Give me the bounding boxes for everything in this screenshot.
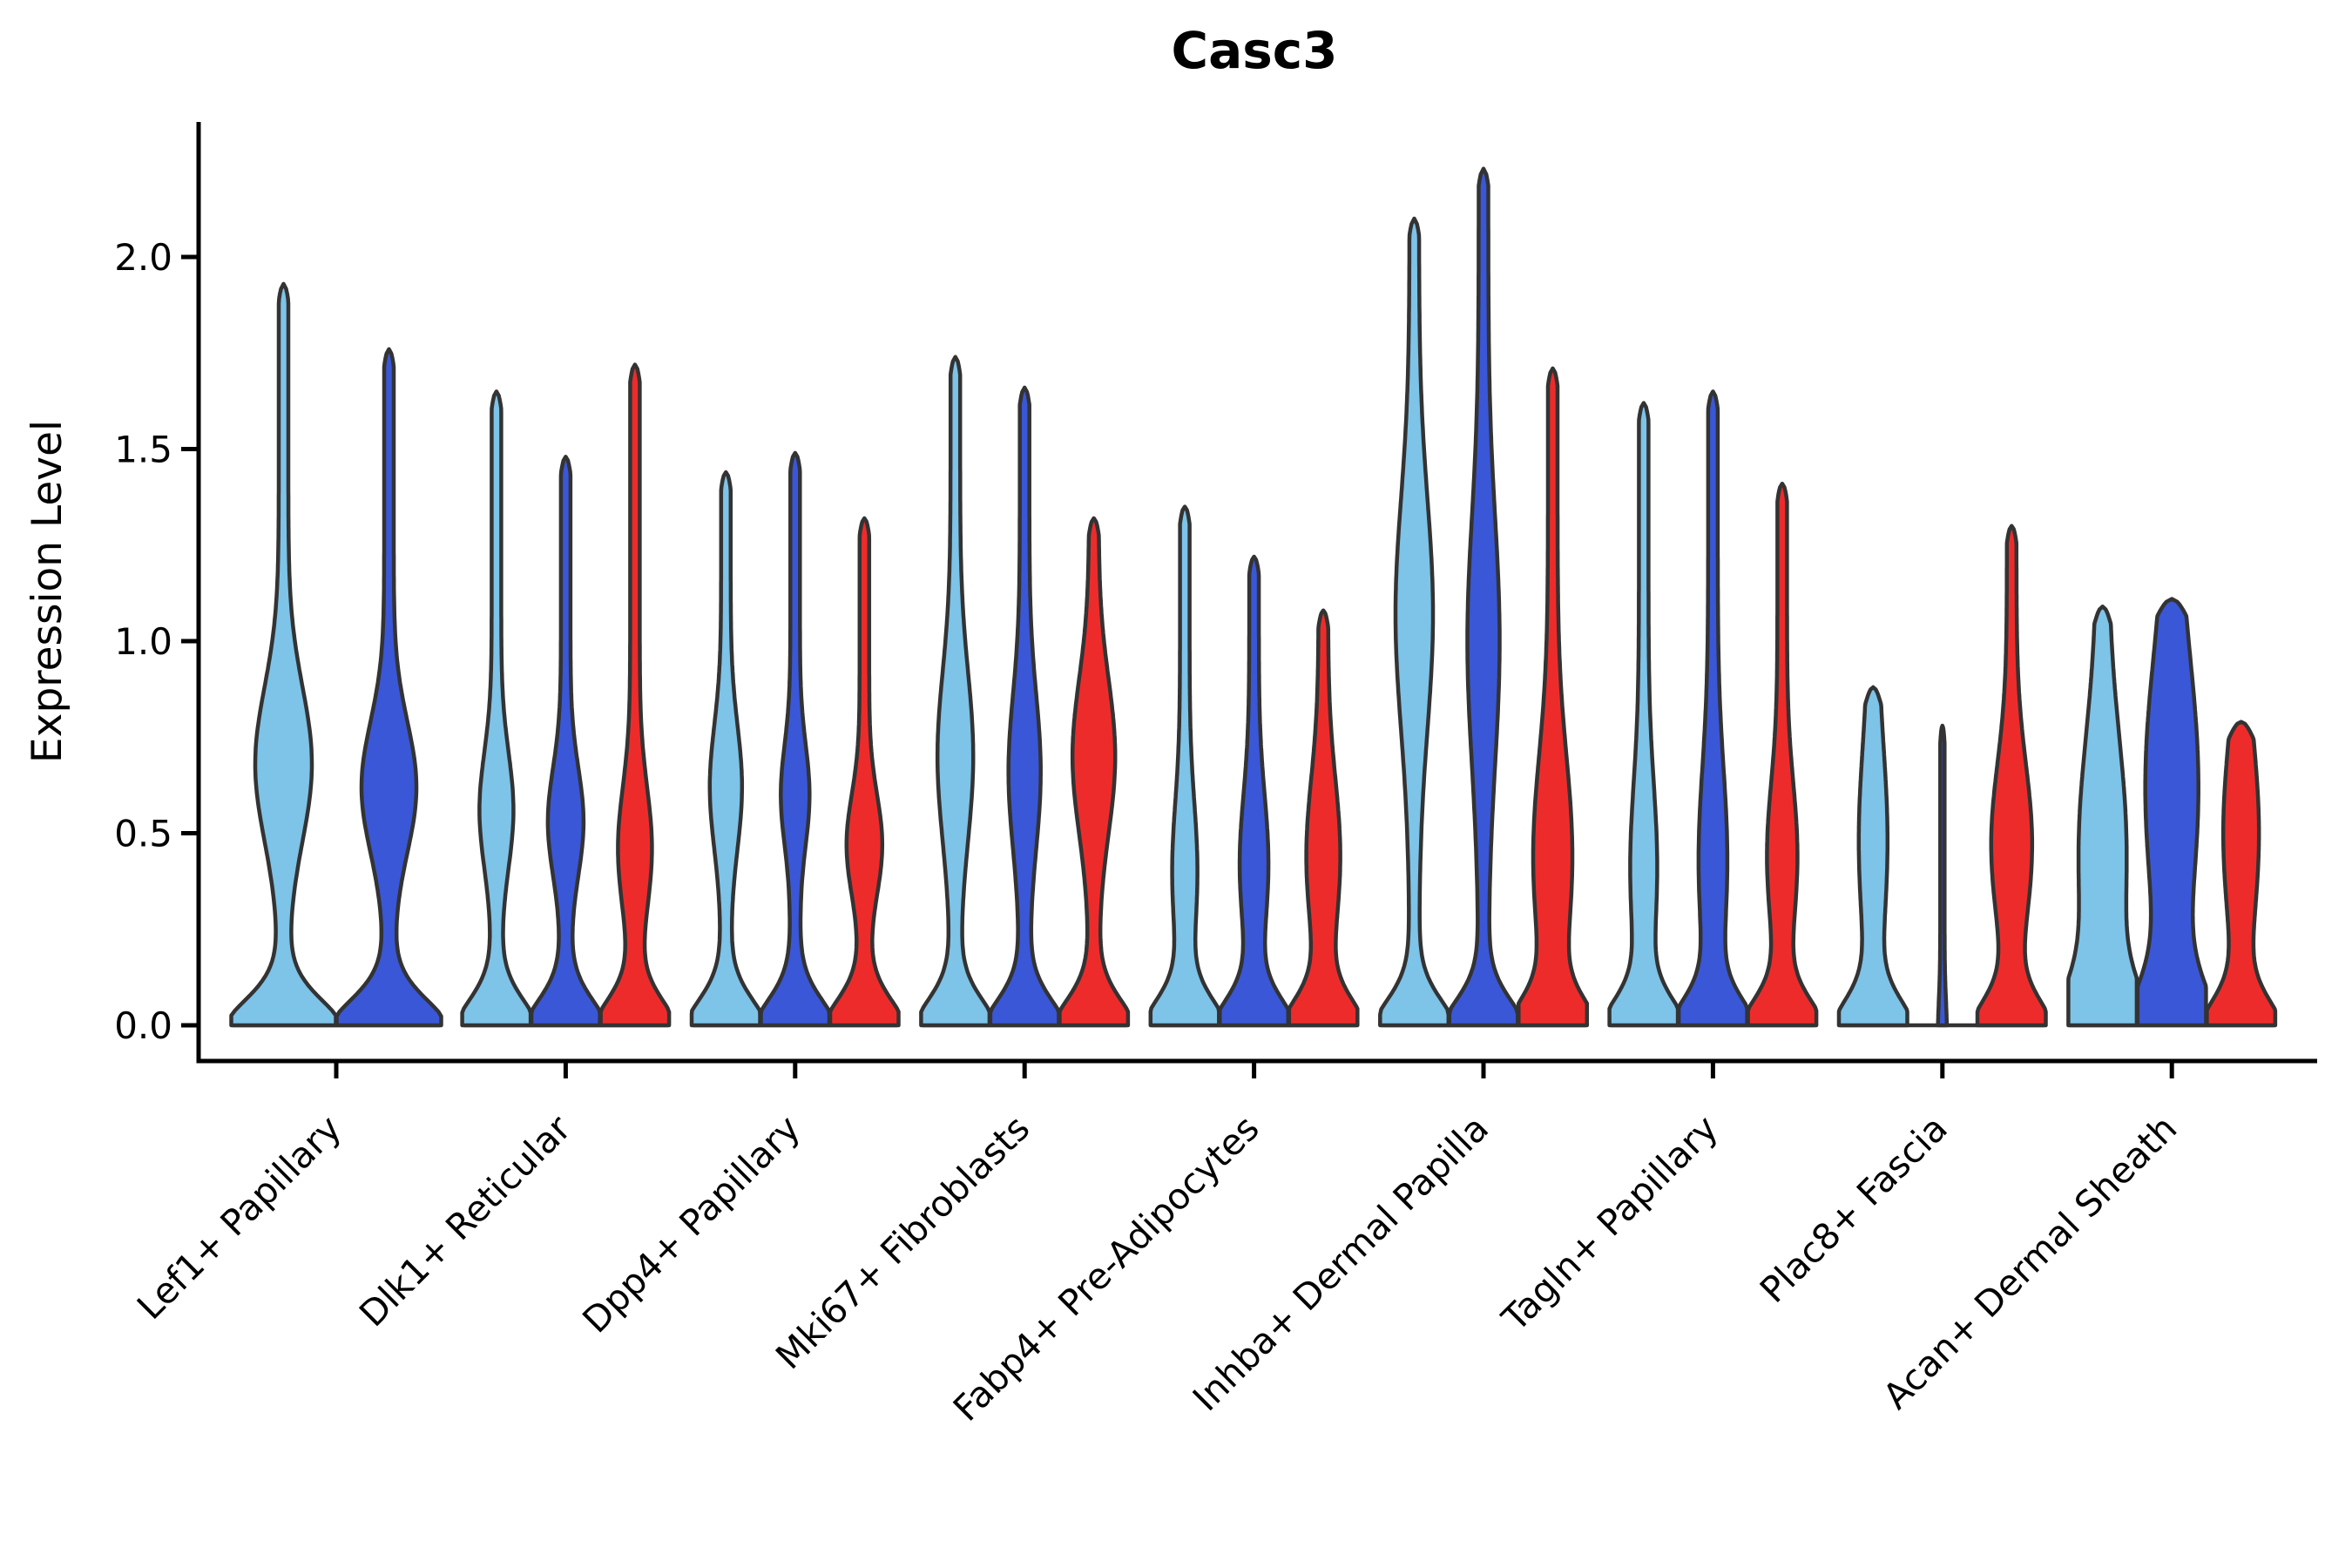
violin-dlk1-reticular-dark-blue-split (529, 455, 602, 1028)
violin-tagln-papillary-red-split (1746, 481, 1819, 1028)
violin-inhba-dermal-papilla-light-blue-split (1378, 216, 1451, 1028)
violin-group-plac8-fascia (1836, 524, 2048, 1028)
violin-group-inhba-dermal-papilla (1378, 166, 1590, 1028)
y-tick-label: 2.0 (114, 236, 172, 279)
violin-group-acan-dermal-sheath (2066, 597, 2278, 1028)
y-tick-label: 1.5 (114, 429, 172, 471)
violin-tagln-papillary-light-blue-split (1607, 401, 1680, 1028)
y-tick-label: 0.5 (114, 813, 172, 855)
x-tick-label-tagln-papillary: Tagln+ Papillary (1493, 1107, 1726, 1340)
violin-plac8-fascia-dark-blue-split (1936, 723, 1950, 1028)
violin-mki67-fibroblasts-red-split (1058, 516, 1131, 1028)
violin-acan-dermal-sheath-red-split (2205, 720, 2278, 1028)
violin-dpp4-papillary-light-blue-split (689, 470, 762, 1028)
x-tick-label-plac8-fascia: Plac8+ Fascia (1752, 1107, 1956, 1311)
violin-acan-dermal-sheath-dark-blue-split (2135, 597, 2208, 1028)
x-tick-label-dpp4-papillary: Dpp4+ Papillary (574, 1107, 808, 1341)
violin-inhba-dermal-papilla-dark-blue-split (1447, 166, 1520, 1028)
axes-layer: 0.0 0.5 1.0 1.5 2.0 Lef1+ Papillary Dlk1+ Reti… (114, 122, 2317, 1429)
x-tick-label-dlk1-reticular: Dlk1+ Reticular (351, 1107, 578, 1335)
x-tick-label-lef1-papillary: Lef1+ Papillary (129, 1107, 349, 1328)
violin-fabp4-pre-adipocytes-dark-blue-split (1218, 554, 1291, 1028)
violin-lef1-papillary-light-blue-split (229, 281, 338, 1028)
violin-inhba-dermal-papilla-red-split (1517, 366, 1590, 1028)
x-tick-label-mki67-fibroblasts: Mki67+ Fibroblasts (767, 1107, 1037, 1377)
violin-layer (229, 166, 2278, 1028)
chart-title: Casc3 (1172, 21, 1338, 80)
y-tick-label: 1.0 (114, 620, 172, 663)
violin-group-mki67-fibroblasts (919, 355, 1131, 1028)
violin-group-tagln-papillary (1607, 389, 1819, 1028)
violin-group-dpp4-papillary (689, 450, 901, 1028)
violin-dlk1-reticular-light-blue-split (460, 389, 533, 1028)
violin-dpp4-papillary-dark-blue-split (759, 450, 832, 1028)
violin-group-lef1-papillary (229, 281, 443, 1028)
y-tick-label: 0.0 (114, 1004, 172, 1047)
violin-group-dlk1-reticular (460, 362, 672, 1028)
violin-plac8-fascia-red-split (1975, 524, 2048, 1028)
violin-acan-dermal-sheath-light-blue-split (2066, 605, 2139, 1028)
violin-mki67-fibroblasts-light-blue-split (919, 355, 992, 1028)
violin-fabp4-pre-adipocytes-light-blue-split (1148, 504, 1221, 1028)
violin-lef1-papillary-dark-blue-split (335, 347, 443, 1028)
y-axis-label: Expression Level (24, 420, 71, 763)
violin-dlk1-reticular-red-split (598, 362, 672, 1028)
violin-group-fabp4-pre-adipocytes (1148, 504, 1360, 1028)
violin-tagln-papillary-dark-blue-split (1676, 389, 1749, 1028)
violin-fabp4-pre-adipocytes-red-split (1287, 608, 1360, 1028)
violin-dpp4-papillary-red-split (828, 516, 901, 1028)
violin-mki67-fibroblasts-dark-blue-split (988, 385, 1061, 1028)
violin-plac8-fascia-light-blue-split (1836, 685, 1909, 1028)
